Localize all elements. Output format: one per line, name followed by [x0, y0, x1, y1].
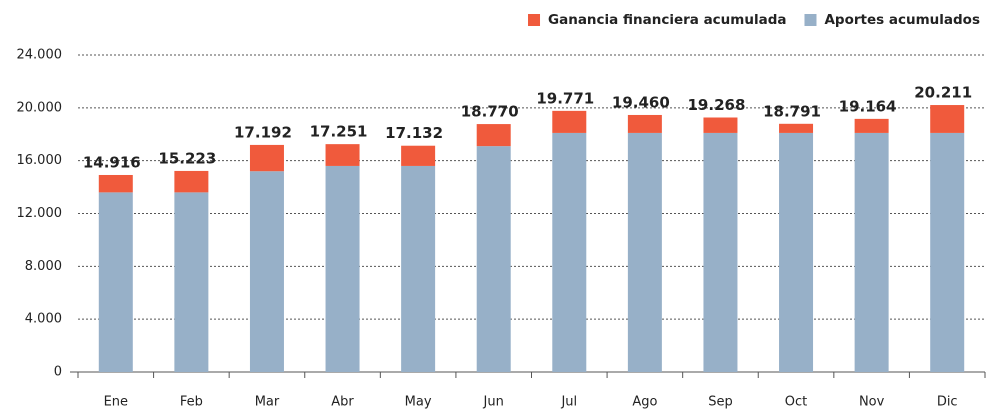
bar-segment	[249, 171, 284, 372]
bar-segment	[627, 114, 662, 133]
bar-segment	[476, 124, 511, 147]
y-tick-label: 8.000	[25, 259, 62, 274]
total-label: 20.211	[914, 84, 972, 102]
y-tick-label: 16.000	[17, 153, 63, 168]
x-tick-label: Jun	[483, 395, 504, 410]
bar-segment	[401, 165, 436, 372]
x-tick-label: Dic	[937, 395, 958, 410]
bar-segment	[325, 165, 360, 372]
total-label: 17.132	[385, 124, 443, 142]
x-tick-label: Oct	[785, 395, 807, 410]
bar-segment	[779, 132, 814, 372]
legend-label: Ganancia financiera acumulada	[548, 12, 786, 28]
x-tick-label: Jul	[560, 395, 577, 410]
bar-segment	[98, 192, 133, 372]
bar-segment	[98, 174, 133, 193]
bar-segment	[779, 123, 814, 133]
bar-segment	[703, 117, 738, 133]
total-label: 14.916	[83, 153, 141, 171]
x-tick-label: May	[405, 395, 432, 410]
total-label: 17.251	[310, 123, 368, 141]
bar-segment	[174, 192, 209, 372]
x-tick-label: Mar	[255, 395, 280, 410]
y-tick-label: 20.000	[17, 100, 63, 115]
total-label: 18.791	[763, 102, 821, 120]
total-label: 17.192	[234, 123, 292, 141]
legend-swatch	[528, 14, 541, 26]
total-label: 19.164	[839, 97, 897, 115]
y-tick-label: 0	[54, 365, 62, 380]
bar-segment	[325, 144, 360, 166]
bar-segment	[249, 144, 284, 172]
bar-segment	[401, 145, 436, 166]
bar-segment	[930, 132, 965, 372]
bar-segment	[552, 110, 587, 133]
x-tick-label: Abr	[331, 395, 354, 410]
bar-segment	[854, 132, 889, 372]
total-label: 19.460	[612, 93, 670, 111]
bar-segment	[552, 132, 587, 372]
x-tick-label: Ene	[104, 395, 128, 410]
bar-segment	[627, 132, 662, 372]
x-tick-label: Sep	[708, 395, 733, 410]
x-tick-label: Nov	[859, 395, 885, 410]
total-label: 18.770	[461, 103, 519, 121]
bar-segment	[703, 132, 738, 372]
bar-segment	[476, 146, 511, 372]
y-tick-label: 12.000	[17, 206, 63, 221]
total-label: 19.771	[536, 89, 594, 107]
total-label: 19.268	[688, 96, 746, 114]
x-tick-label: Feb	[180, 395, 203, 410]
legend-label: Aportes acumulados	[824, 12, 980, 28]
bar-segment	[930, 105, 965, 133]
legend-swatch	[804, 14, 817, 26]
bar-segment	[174, 170, 209, 193]
x-tick-label: Ago	[632, 395, 657, 410]
bar-segment	[854, 118, 889, 133]
total-label: 15.223	[158, 149, 216, 167]
y-tick-label: 4.000	[25, 312, 62, 327]
y-tick-label: 24.000	[17, 48, 63, 63]
